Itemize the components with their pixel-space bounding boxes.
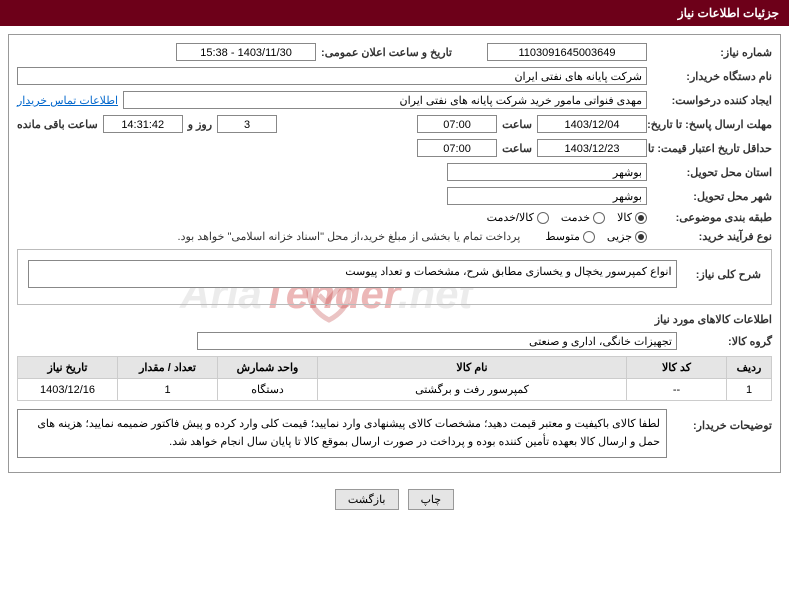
main-panel: شماره نیاز: 1103091645003649 تاریخ و ساع… [8,34,781,473]
delivery-province-label: استان محل تحویل: [652,166,772,179]
delivery-city-label: شهر محل تحویل: [652,190,772,203]
validity-time-field: 07:00 [417,139,497,157]
category-service-label: خدمت [561,211,590,224]
category-label: طبقه بندی موضوعی: [652,211,772,224]
buyer-contact-link[interactable]: اطلاعات تماس خریدار [17,94,118,107]
delivery-city-field: بوشهر [447,187,647,205]
buyer-org-label: نام دستگاه خریدار: [652,70,772,83]
announce-datetime-label: تاریخ و ساعت اعلان عمومی: [321,46,452,59]
goods-group-label: گروه کالا: [682,335,772,348]
cell-row: 1 [727,379,772,401]
purchase-partial-radio[interactable] [635,231,647,243]
need-desc-field: انواع کمپرسور یخچال و یخسازی مطابق شرح، … [28,260,677,288]
price-validity-label: حداقل تاریخ اعتبار قیمت: تا تاریخ: [652,142,772,155]
buyer-org-field: شرکت پایانه های نفتی ایران [17,67,647,85]
cell-code: -- [627,379,727,401]
hour-label-2: ساعت [502,142,532,155]
hour-label-1: ساعت [502,118,532,131]
title-bar: جزئیات اطلاعات نیاز [0,0,789,26]
purchase-type-radio-group: جزیی متوسط [545,230,647,243]
need-number-field: 1103091645003649 [487,43,647,61]
th-code: کد کالا [627,357,727,379]
table-header-row: ردیف کد کالا نام کالا واحد شمارش تعداد /… [18,357,772,379]
print-button[interactable]: چاپ [408,489,455,510]
cell-name: کمپرسور رفت و برگشتی [318,379,627,401]
days-and-label: روز و [188,118,212,131]
category-goods-radio[interactable] [635,212,647,224]
requester-label: ایجاد کننده درخواست: [652,94,772,107]
validity-date-field: 1403/12/23 [537,139,647,157]
delivery-province-field: بوشهر [447,163,647,181]
table-row: 1 -- کمپرسور رفت و برگشتی دستگاه 1 1403/… [18,379,772,401]
announce-datetime-field: 1403/11/30 - 15:38 [176,43,316,61]
need-number-label: شماره نیاز: [652,46,772,59]
days-remaining-field: 3 [217,115,277,133]
need-desc-label: شرح کلی نیاز: [682,268,761,281]
th-name: نام کالا [318,357,627,379]
th-date: تاریخ نیاز [18,357,118,379]
category-goods-service-radio[interactable] [537,212,549,224]
back-button[interactable]: بازگشت [335,489,399,510]
cell-qty: 1 [118,379,218,401]
response-time-field: 07:00 [417,115,497,133]
th-qty: تعداد / مقدار [118,357,218,379]
th-row: ردیف [727,357,772,379]
countdown-field: 14:31:42 [103,115,183,133]
goods-group-field: تجهیزات خانگی، اداری و صنعتی [197,332,677,350]
response-date-field: 1403/12/04 [537,115,647,133]
purchase-type-label: نوع فرآیند خرید: [652,230,772,243]
purchase-medium-label: متوسط [545,230,580,243]
goods-info-heading: اطلاعات کالاهای مورد نیاز [17,313,772,326]
category-service-radio[interactable] [593,212,605,224]
buyer-notes-label: توضیحات خریدار: [672,409,772,432]
payment-note: پرداخت تمام یا بخشی از مبلغ خرید،از محل … [178,230,521,243]
cell-date: 1403/12/16 [18,379,118,401]
category-radio-group: کالا خدمت کالا/خدمت [487,211,647,224]
goods-table: ردیف کد کالا نام کالا واحد شمارش تعداد /… [17,356,772,401]
cell-unit: دستگاه [218,379,318,401]
button-bar: چاپ بازگشت [0,481,789,518]
buyer-notes-field: لطفا کالای باکیفیت و معتبر قیمت دهید؛ مش… [17,409,667,458]
th-unit: واحد شمارش [218,357,318,379]
purchase-medium-radio[interactable] [583,231,595,243]
remaining-label: ساعت باقی مانده [17,118,98,131]
requester-field: مهدی فنواتی مامور خرید شرکت پایانه های ن… [123,91,647,109]
category-goods-service-label: کالا/خدمت [487,211,534,224]
category-goods-label: کالا [617,211,632,224]
purchase-partial-label: جزیی [607,230,632,243]
response-deadline-label: مهلت ارسال پاسخ: تا تاریخ: [652,118,772,131]
